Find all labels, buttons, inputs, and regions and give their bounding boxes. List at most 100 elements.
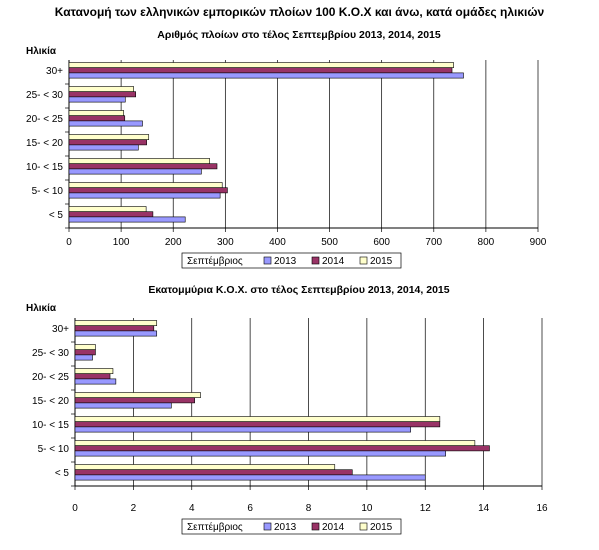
bar-2013 (68, 96, 126, 103)
bar-2013 (68, 192, 221, 199)
category-label: 15- < 20 (32, 396, 69, 407)
bar-2015 (68, 134, 150, 140)
x-tick-label: 0 (66, 237, 72, 248)
bar-2014 (68, 91, 137, 98)
bar-2013 (68, 144, 139, 151)
x-tick-label: 8 (306, 503, 312, 514)
chart-gt-millions-svg: Εκατομμύρια Κ.Ο.Χ. στο τέλος Σεπτεμβρίου… (26, 284, 548, 535)
bar-2014 (74, 469, 353, 476)
legend-swatch-2015 (359, 522, 368, 531)
bar-2014 (74, 421, 441, 428)
x-tick-label: 6 (247, 503, 253, 514)
x-tick-label: 14 (478, 503, 490, 514)
x-tick-label: 700 (425, 237, 442, 248)
legend-label-2015: 2015 (370, 522, 393, 533)
category-label: < 5 (49, 210, 64, 221)
category-label: 15- < 20 (26, 138, 63, 149)
category-label: 10- < 15 (32, 420, 69, 431)
bar-2013 (74, 354, 93, 361)
x-tick-label: 200 (165, 237, 182, 248)
bar-2014 (68, 211, 154, 218)
x-tick-label: 0 (72, 503, 78, 514)
category-label: 5- < 10 (38, 444, 70, 455)
legend-swatch-2014 (311, 256, 320, 265)
bar-2014 (68, 187, 228, 194)
bar-2013 (74, 378, 117, 385)
bar-2015 (68, 182, 223, 188)
bar-2014 (68, 163, 218, 170)
chart-title: Αριθμός πλοίων στο τέλος Σεπτεμβρίου 201… (157, 29, 441, 41)
bar-2014 (74, 349, 96, 356)
bar-2014 (68, 115, 126, 122)
category-label: 5- < 10 (32, 186, 64, 197)
bar-2014 (68, 139, 147, 146)
legend-swatch-2015 (359, 256, 368, 265)
bar-2015 (68, 110, 125, 116)
legend-box (181, 518, 402, 535)
legend-box (181, 252, 402, 269)
legend-label-2013: 2013 (274, 256, 297, 267)
x-tick-label: 400 (269, 237, 286, 248)
bar-2015 (68, 86, 134, 92)
legend-swatch-2014 (311, 522, 320, 531)
x-tick-label: 12 (420, 503, 432, 514)
x-tick-label: 900 (530, 237, 547, 248)
y-axis-label: Ηλικία (26, 303, 57, 314)
bar-2014 (74, 445, 490, 452)
legend-title: Σεπτέμβριος (187, 521, 243, 533)
category-label: 10- < 15 (26, 162, 63, 173)
bar-2013 (68, 216, 186, 223)
x-tick-label: 500 (321, 237, 338, 248)
chart-gt-millions: Εκατομμύρια Κ.Ο.Χ. στο τέλος Σεπτεμβρίου… (0, 275, 599, 545)
x-tick-label: 800 (478, 237, 495, 248)
bar-2013 (68, 168, 202, 175)
bar-2013 (74, 330, 158, 337)
category-label: 25- < 30 (32, 348, 69, 359)
category-label: 20- < 25 (32, 372, 69, 383)
bar-2015 (74, 416, 441, 422)
category-label: < 5 (55, 468, 70, 479)
category-label: 30+ (52, 324, 69, 335)
bar-2015 (74, 392, 201, 398)
bar-2015 (74, 320, 158, 326)
chart-ships-count: Αριθμός πλοίων στο τέλος Σεπτεμβρίου 201… (26, 29, 547, 269)
bar-2015 (74, 440, 476, 446)
category-label: 30+ (46, 66, 63, 77)
bar-2013 (68, 120, 143, 127)
y-axis-label: Ηλικία (26, 46, 57, 57)
legend-label-2014: 2014 (322, 522, 345, 533)
x-tick-label: 10 (361, 503, 373, 514)
chart-ships-count-svg: Αριθμός πλοίων στο τέλος Σεπτεμβρίου 201… (26, 29, 547, 269)
bar-2013 (74, 402, 172, 409)
category-label: 20- < 25 (26, 114, 63, 125)
legend-title: Σεπτέμβριος (187, 255, 243, 267)
chart-title: Εκατομμύρια Κ.Ο.Χ. στο τέλος Σεπτεμβρίου… (148, 284, 449, 296)
x-tick-label: 16 (536, 503, 548, 514)
bar-2014 (74, 397, 195, 404)
bar-2013 (74, 450, 446, 457)
legend-label-2014: 2014 (322, 256, 345, 267)
category-label: 25- < 30 (26, 90, 63, 101)
x-tick-label: 100 (113, 237, 130, 248)
bar-2013 (74, 426, 411, 433)
x-tick-label: 2 (131, 503, 137, 514)
bar-2015 (68, 206, 147, 212)
bar-2015 (68, 62, 454, 68)
legend-label-2013: 2013 (274, 522, 297, 533)
page-title: Κατανομή των ελληνικών εμπορικών πλοίων … (54, 5, 545, 19)
legend-swatch-2013 (263, 522, 272, 531)
legend-swatch-2013 (263, 256, 272, 265)
legend-label-2015: 2015 (370, 256, 393, 267)
bar-2014 (68, 67, 453, 74)
bar-2013 (74, 474, 426, 481)
bar-2013 (68, 72, 464, 79)
x-tick-label: 300 (217, 237, 234, 248)
bar-2015 (74, 368, 114, 374)
bar-2015 (74, 344, 96, 350)
bar-2014 (74, 325, 155, 332)
bar-2014 (74, 373, 111, 380)
x-tick-label: 4 (189, 503, 195, 514)
bar-2015 (74, 464, 336, 470)
x-tick-label: 600 (373, 237, 390, 248)
bar-2015 (68, 158, 210, 164)
